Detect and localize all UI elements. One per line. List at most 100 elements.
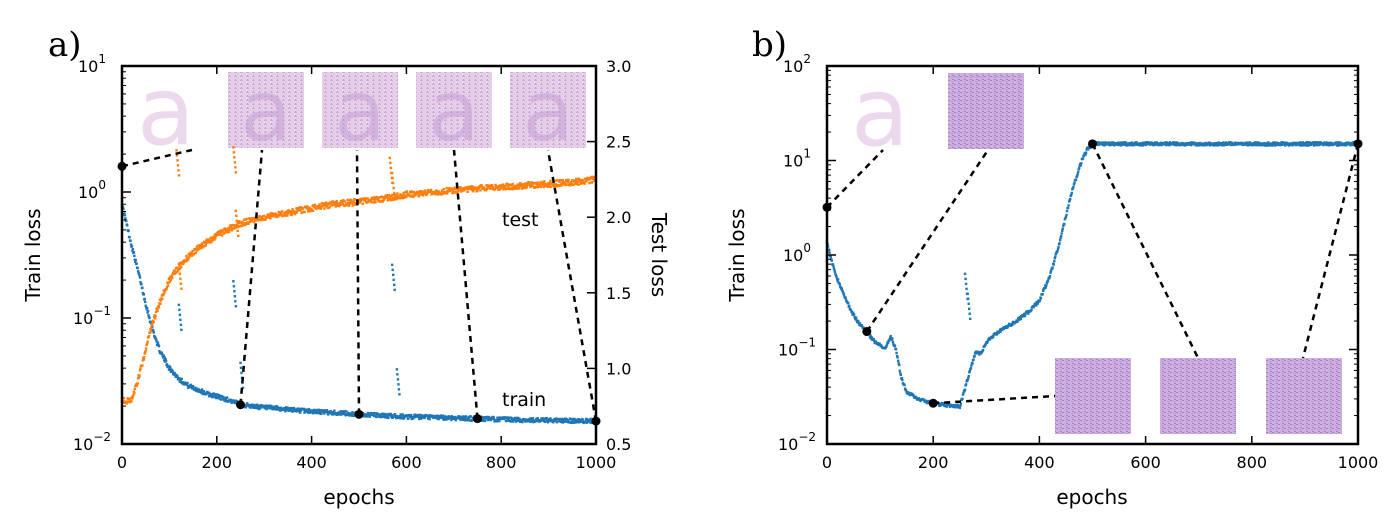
train-point: [332, 411, 335, 414]
train-spike-point: [390, 263, 394, 267]
x-tick-label: 200: [202, 453, 233, 472]
test-point: [194, 251, 198, 254]
train-spike-point: [178, 313, 182, 317]
train-point: [345, 410, 348, 413]
test-point: [491, 185, 495, 189]
train-point: [1082, 154, 1086, 157]
train-point: [1072, 186, 1075, 189]
train-point: [440, 416, 444, 420]
test-point: [394, 193, 398, 196]
test-point: [422, 190, 426, 193]
train-point: [137, 272, 141, 276]
test-point: [179, 261, 182, 265]
test-point: [351, 204, 355, 207]
test-point: [335, 203, 338, 207]
panel-a-thumbnail-noisy: [510, 72, 586, 148]
train-point: [310, 409, 314, 412]
train-point: [399, 413, 402, 416]
test-point: [221, 230, 225, 234]
train-point: [401, 414, 405, 417]
test-point: [138, 369, 142, 372]
train-point: [1045, 281, 1049, 285]
test-point: [191, 249, 194, 253]
test-point: [212, 235, 215, 239]
train-point: [886, 341, 890, 345]
train-point: [827, 248, 831, 252]
test-point: [530, 182, 533, 186]
train-point: [436, 416, 439, 420]
train-point: [427, 417, 430, 420]
test-point: [518, 186, 521, 189]
train-point: [1063, 222, 1066, 226]
test-point: [592, 177, 596, 181]
test-point: [125, 402, 128, 405]
train-point: [888, 337, 891, 341]
train-point: [889, 334, 892, 338]
train-point: [467, 418, 471, 421]
train-point: [829, 255, 832, 259]
test-point: [334, 205, 337, 208]
test-point: [230, 229, 234, 232]
train-point: [1068, 198, 1072, 201]
panel-a-thumbnail-glyph: a: [522, 62, 573, 160]
y-tick-label: 10−1: [73, 304, 111, 328]
test-point: [142, 358, 146, 361]
snapshot-marker: [473, 414, 482, 424]
test-point: [257, 218, 261, 222]
train-point: [245, 402, 249, 405]
train-point: [481, 419, 485, 423]
test-point: [218, 230, 221, 233]
test-spike-point: [177, 174, 181, 177]
test-point: [576, 180, 579, 183]
test-point: [271, 212, 274, 215]
train-point: [833, 270, 837, 274]
train-point: [401, 413, 404, 416]
train-point: [483, 419, 487, 423]
test-point: [385, 195, 389, 198]
test-point: [381, 195, 385, 199]
train-point: [1058, 239, 1062, 242]
train-point: [986, 341, 989, 344]
train-point: [463, 416, 466, 419]
test-point: [169, 278, 173, 282]
train-point: [955, 404, 958, 408]
snapshot-marker: [822, 202, 832, 212]
train-point: [828, 254, 832, 257]
test-point: [471, 188, 474, 191]
test-point: [137, 376, 141, 379]
train-point: [136, 266, 139, 270]
train-point: [1054, 252, 1058, 256]
test-point: [227, 226, 230, 230]
train-point: [961, 393, 965, 396]
train-point: [348, 414, 351, 417]
train-point: [966, 378, 969, 382]
test-point: [363, 199, 366, 202]
train-point: [581, 418, 584, 422]
x-tick-label: 0: [822, 453, 832, 472]
test-point: [248, 220, 251, 224]
train-spike-point: [397, 383, 400, 386]
train-point: [549, 417, 552, 420]
test-point: [440, 193, 443, 196]
test-point: [130, 400, 133, 403]
train-point: [307, 411, 310, 414]
train-point: [199, 390, 203, 393]
test-spike-point: [389, 161, 392, 165]
train-point: [872, 337, 875, 341]
test-point: [156, 309, 159, 313]
train-point: [529, 420, 532, 424]
test-point: [420, 193, 423, 196]
train-point: [391, 416, 394, 420]
test-point: [381, 200, 384, 203]
test-point: [343, 200, 346, 203]
right-y-tick-label: 3.0: [606, 57, 631, 76]
train-point: [1019, 317, 1023, 321]
train-point: [202, 390, 206, 393]
test-spike-point: [234, 209, 237, 213]
train-point: [469, 415, 473, 418]
train-point: [1022, 312, 1026, 316]
train-point: [536, 417, 539, 420]
train-point: [315, 411, 318, 415]
train-point: [519, 418, 523, 422]
y-tick-label: 100: [78, 178, 106, 202]
